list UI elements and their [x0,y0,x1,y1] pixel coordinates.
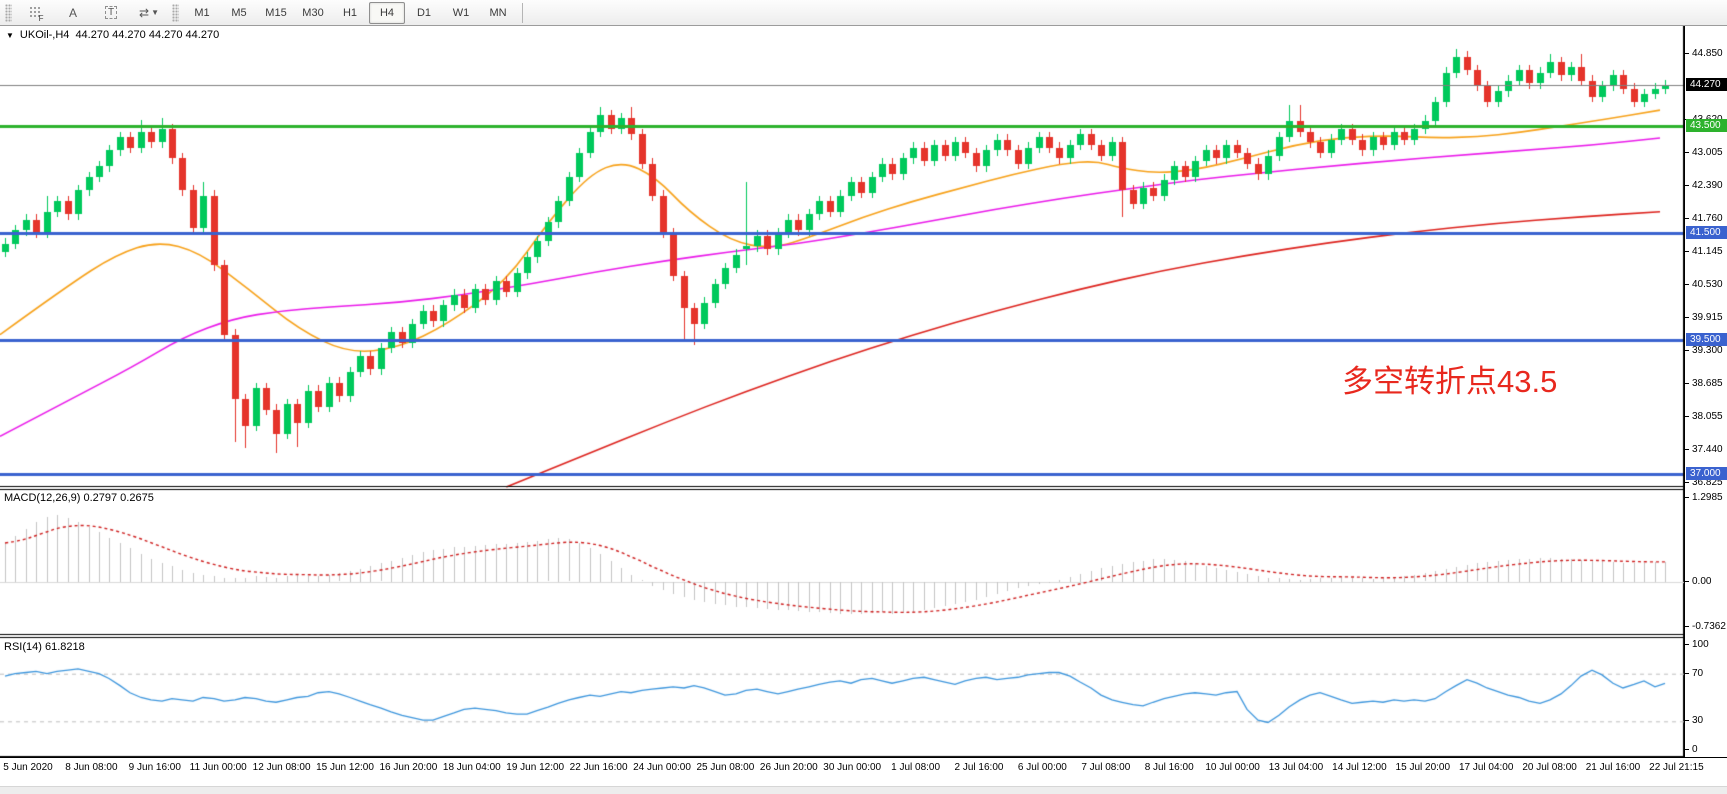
date-tick: 1 Jul 08:00 [891,762,941,773]
price-badge-41.500: 41.500 [1686,226,1727,239]
date-tick: 30 Jun 00:00 [823,762,882,773]
rsi-tick: 0 [1685,744,1698,755]
date-tick: 5 Jun 2020 [3,762,53,773]
bottom-strip [0,786,1727,794]
date-tick: 21 Jul 16:00 [1585,762,1641,773]
date-tick: 13 Jul 04:00 [1268,762,1324,773]
chevron-down-icon: ▼ [151,8,159,17]
rsi-tick: 70 [1685,668,1703,679]
text-label-button[interactable]: A [68,5,77,20]
chart-text-annotation[interactable]: 多空转折点43.5 [1342,364,1558,399]
date-tick: 26 Jun 20:00 [759,762,818,773]
price-tick: 39.915 [1685,312,1723,323]
date-tick: 16 Jun 20:00 [379,762,438,773]
price-badge-43.500: 43.500 [1686,119,1727,132]
date-tick: 8 Jul 16:00 [1144,762,1194,773]
price-badge-37.000: 37.000 [1686,467,1727,480]
date-tick: 14 Jul 12:00 [1332,762,1387,773]
date-tick: 6 Jul 00:00 [1017,762,1067,773]
rsi-tick: 100 [1685,639,1709,650]
date-tick: 24 Jun 00:00 [633,762,691,773]
toolbar-grip-icon[interactable] [172,3,179,22]
timeframe-button-w1[interactable]: W1 [452,6,470,19]
date-tick: 7 Jul 08:00 [1081,762,1131,773]
arrows-icon: ⇄ [139,5,150,20]
price-tick: 36.825 [1685,477,1723,488]
timeframe-button-mn[interactable]: MN [489,6,507,19]
date-tick: 20 Jul 08:00 [1522,762,1577,773]
timeframe-button-m30[interactable]: M30 [302,6,324,19]
chart-plot-region: ▼ UKOil-,H4 44.270 44.270 44.270 44.270 … [0,26,1684,757]
price-tick: 38.055 [1685,411,1723,422]
macd-tick: -0.7362 [1685,621,1726,632]
macd-tick: 0.00 [1685,576,1711,587]
price-tick: 43.005 [1685,147,1723,158]
price-tick: 40.530 [1685,279,1723,290]
toolbar: F A T ⇄ ▼ M1 M5 M15 M30 H1 H4 D1 W1 MN [0,0,1727,26]
price-tick: 37.440 [1685,444,1723,455]
chart-symbol-title[interactable]: ▼ UKOil-,H4 44.270 44.270 44.270 44.270 [6,29,219,41]
timeframe-button-h1[interactable]: H1 [342,6,358,19]
price-badge-39.500: 39.500 [1686,333,1727,346]
rsi-indicator-label: RSI(14) 61.8218 [4,641,85,653]
price-tick: 44.850 [1685,48,1723,59]
text-box-button[interactable]: T [93,2,129,24]
date-axis[interactable]: 5 Jun 2020 8 Jun 08:00 9 Jun 16:00 11 Jun 0… [0,757,1727,794]
date-tick: 9 Jun 16:00 [128,762,181,773]
timeframe-button-d1[interactable]: D1 [416,6,432,19]
symbol-dropdown-icon[interactable]: ▼ [6,30,14,40]
objects-list-button[interactable]: F [17,2,53,24]
date-tick: 11 Jun 00:00 [189,762,247,773]
macd-indicator-label: MACD(12,26,9) 0.2797 0.2675 [4,492,154,504]
toolbar-divider [522,2,523,23]
timeframe-button-m1[interactable]: M1 [194,6,210,19]
objects-grid-icon: F [28,6,44,23]
toolbar-grip-icon[interactable] [5,3,12,22]
date-tick: 22 Jun 16:00 [569,762,628,773]
date-tick: 15 Jun 12:00 [316,762,374,773]
timeframe-button-h4[interactable]: H4 [369,1,405,24]
rsi-tick: 30 [1685,715,1703,726]
price-tick: 42.390 [1685,180,1723,191]
price-tick: 38.685 [1685,378,1723,389]
date-tick: 12 Jun 08:00 [252,762,311,773]
date-tick: 18 Jun 04:00 [442,762,501,773]
timeframe-button-m5[interactable]: M5 [231,6,247,19]
price-badge-44.270: 44.270 [1686,78,1727,91]
date-tick: 10 Jul 00:00 [1205,762,1260,773]
date-tick: 19 Jun 12:00 [506,762,565,773]
chart-canvas[interactable] [0,26,1684,757]
ohlc-quotes: 44.270 44.270 44.270 44.270 [75,29,220,41]
date-tick: 2 Jul 16:00 [954,762,1004,773]
symbol-period-label: UKOil-,H4 [19,29,70,41]
arrows-tool-button[interactable]: ⇄ ▼ [131,2,167,24]
text-box-icon: T [104,6,118,19]
date-tick: 8 Jun 08:00 [65,762,118,773]
timeframe-button-m15[interactable]: M15 [265,6,287,19]
date-tick: 17 Jul 04:00 [1458,762,1514,773]
price-tick: 41.760 [1685,213,1723,224]
date-tick: 25 Jun 08:00 [696,762,755,773]
price-tick: 41.145 [1685,246,1723,257]
price-tick: 39.300 [1685,345,1723,356]
macd-tick: 1.2985 [1685,492,1723,503]
date-tick: 22 Jul 21:15 [1649,762,1704,773]
date-tick: 15 Jul 20:00 [1395,762,1451,773]
price-axis[interactable]: 44.85043.62043.00542.39041.76041.14540.5… [1684,26,1727,757]
